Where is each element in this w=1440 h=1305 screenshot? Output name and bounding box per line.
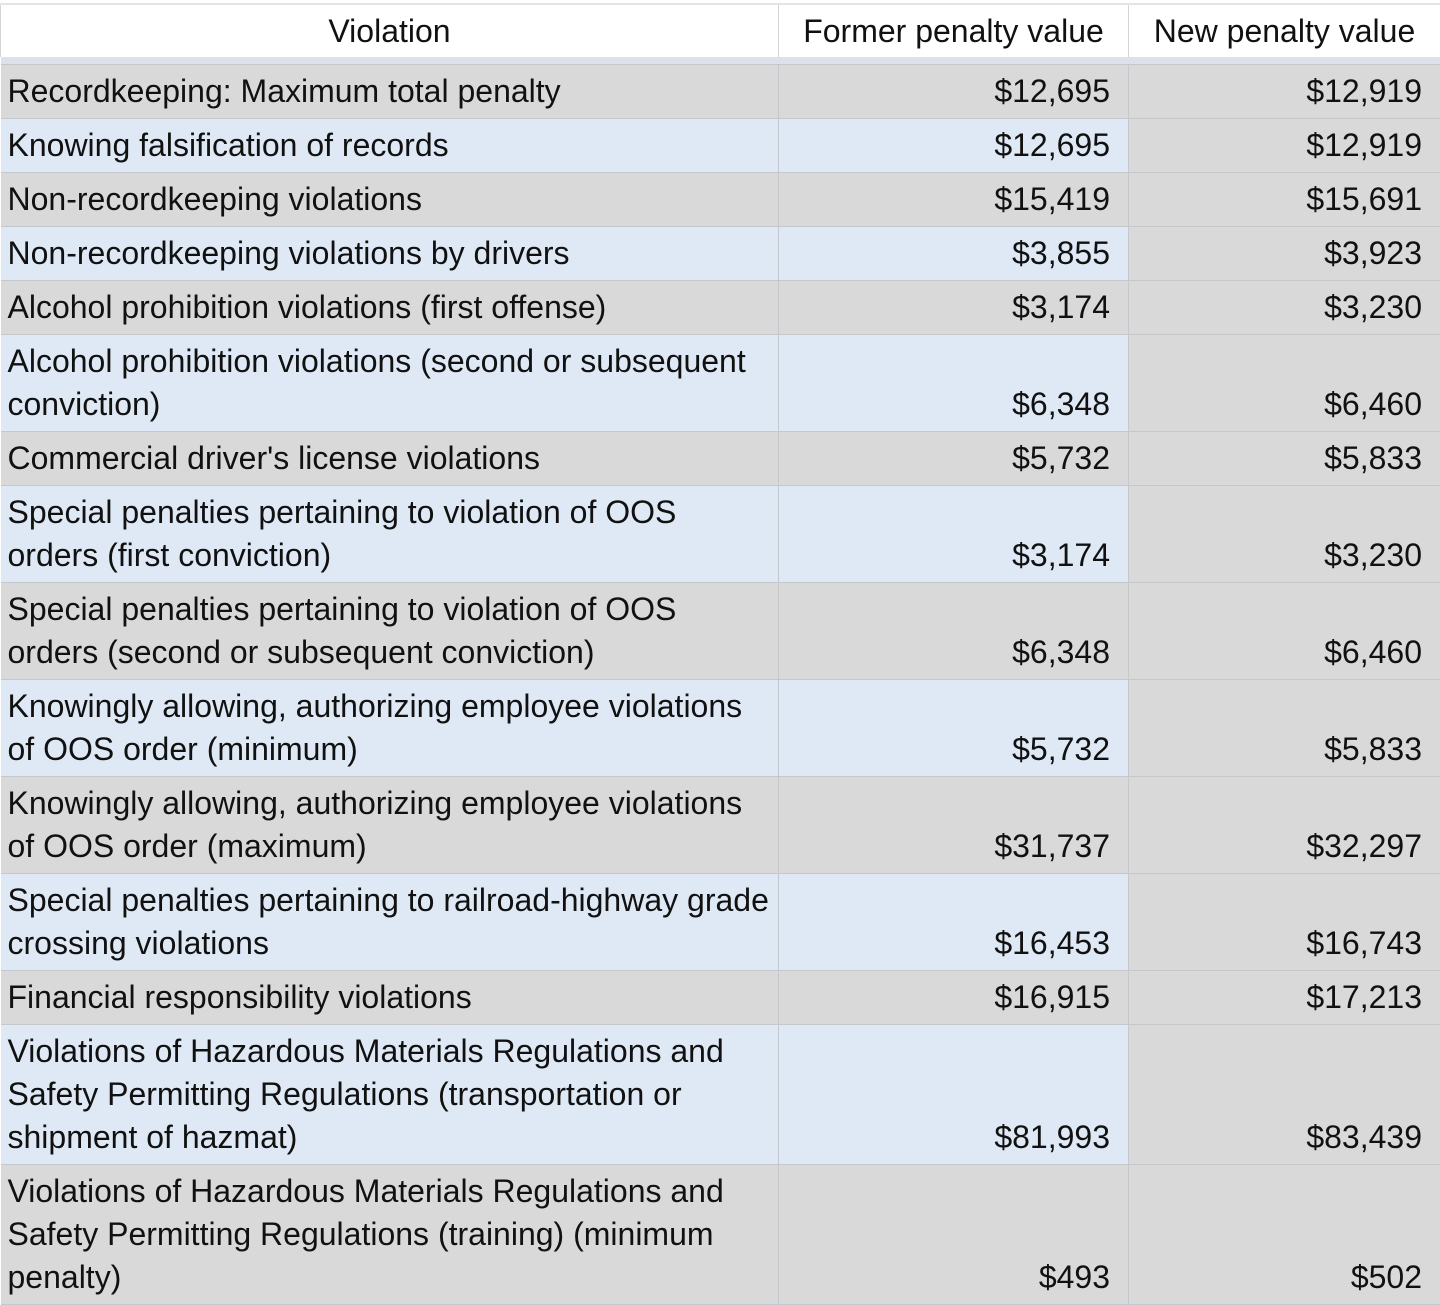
- new-penalty-cell[interactable]: $17,213: [1129, 971, 1440, 1025]
- violation-cell[interactable]: Knowing falsification of records: [1, 119, 779, 173]
- former-penalty-cell[interactable]: $6,348: [779, 335, 1129, 432]
- former-penalty-cell[interactable]: $12,695: [779, 119, 1129, 173]
- violation-cell[interactable]: Knowingly allowing, authorizing employee…: [1, 680, 779, 777]
- table-row: Special penalties pertaining to violatio…: [1, 486, 1440, 583]
- header-former-penalty[interactable]: Former penalty value: [779, 4, 1129, 57]
- new-penalty-cell[interactable]: $83,439: [1129, 1025, 1440, 1165]
- separator-cell: [1, 57, 1440, 65]
- header-row: Violation Former penalty value New penal…: [1, 4, 1440, 57]
- table-row: Non-recordkeeping violations by drivers$…: [1, 227, 1440, 281]
- table-row: Alcohol prohibition violations (second o…: [1, 335, 1440, 432]
- table-row: Financial responsibility violations$16,9…: [1, 971, 1440, 1025]
- violation-cell[interactable]: Violations of Hazardous Materials Regula…: [1, 1025, 779, 1165]
- violation-cell[interactable]: Violations of Hazardous Materials Regula…: [1, 1165, 779, 1305]
- violation-cell[interactable]: Recordkeeping: Maximum total penalty: [1, 65, 779, 119]
- violation-cell[interactable]: Commercial driver's license violations: [1, 432, 779, 486]
- table-row: Knowingly allowing, authorizing employee…: [1, 680, 1440, 777]
- violation-cell[interactable]: Alcohol prohibition violations (first of…: [1, 281, 779, 335]
- violation-cell[interactable]: Non-recordkeeping violations by drivers: [1, 227, 779, 281]
- violation-cell[interactable]: Special penalties pertaining to violatio…: [1, 583, 779, 680]
- table-row: Special penalties pertaining to violatio…: [1, 583, 1440, 680]
- former-penalty-cell[interactable]: $15,419: [779, 173, 1129, 227]
- former-penalty-cell[interactable]: $16,453: [779, 874, 1129, 971]
- violation-cell[interactable]: Special penalties pertaining to violatio…: [1, 486, 779, 583]
- new-penalty-cell[interactable]: $3,230: [1129, 486, 1440, 583]
- table-row: Non-recordkeeping violations$15,419$15,6…: [1, 173, 1440, 227]
- new-penalty-cell[interactable]: $3,230: [1129, 281, 1440, 335]
- former-penalty-cell[interactable]: $81,993: [779, 1025, 1129, 1165]
- new-penalty-cell[interactable]: $12,919: [1129, 119, 1440, 173]
- table-row: Alcohol prohibition violations (first of…: [1, 281, 1440, 335]
- violation-cell[interactable]: Special penalties pertaining to railroad…: [1, 874, 779, 971]
- former-penalty-cell[interactable]: $6,348: [779, 583, 1129, 680]
- violation-cell[interactable]: Alcohol prohibition violations (second o…: [1, 335, 779, 432]
- header-separator: [1, 57, 1440, 65]
- former-penalty-cell[interactable]: $3,174: [779, 486, 1129, 583]
- former-penalty-cell[interactable]: $16,915: [779, 971, 1129, 1025]
- new-penalty-cell[interactable]: $6,460: [1129, 335, 1440, 432]
- new-penalty-cell[interactable]: $12,919: [1129, 65, 1440, 119]
- header-new-penalty[interactable]: New penalty value: [1129, 4, 1440, 57]
- table-row: Knowing falsification of records$12,695$…: [1, 119, 1440, 173]
- new-penalty-cell[interactable]: $32,297: [1129, 777, 1440, 874]
- former-penalty-cell[interactable]: $12,695: [779, 65, 1129, 119]
- violation-cell[interactable]: Knowingly allowing, authorizing employee…: [1, 777, 779, 874]
- new-penalty-cell[interactable]: $5,833: [1129, 680, 1440, 777]
- former-penalty-cell[interactable]: $3,174: [779, 281, 1129, 335]
- table-row: Violations of Hazardous Materials Regula…: [1, 1025, 1440, 1165]
- former-penalty-cell[interactable]: $31,737: [779, 777, 1129, 874]
- former-penalty-cell[interactable]: $5,732: [779, 680, 1129, 777]
- new-penalty-cell[interactable]: $502: [1129, 1165, 1440, 1305]
- penalty-table: Violation Former penalty value New penal…: [0, 3, 1440, 1305]
- table-row: Recordkeeping: Maximum total penalty$12,…: [1, 65, 1440, 119]
- new-penalty-cell[interactable]: $6,460: [1129, 583, 1440, 680]
- violation-cell[interactable]: Non-recordkeeping violations: [1, 173, 779, 227]
- new-penalty-cell[interactable]: $16,743: [1129, 874, 1440, 971]
- header-violation[interactable]: Violation: [1, 4, 779, 57]
- violation-cell[interactable]: Financial responsibility violations: [1, 971, 779, 1025]
- new-penalty-cell[interactable]: $15,691: [1129, 173, 1440, 227]
- table-row: Violations of Hazardous Materials Regula…: [1, 1165, 1440, 1305]
- former-penalty-cell[interactable]: $3,855: [779, 227, 1129, 281]
- table-row: Special penalties pertaining to railroad…: [1, 874, 1440, 971]
- table-row: Knowingly allowing, authorizing employee…: [1, 777, 1440, 874]
- new-penalty-cell[interactable]: $5,833: [1129, 432, 1440, 486]
- new-penalty-cell[interactable]: $3,923: [1129, 227, 1440, 281]
- former-penalty-cell[interactable]: $493: [779, 1165, 1129, 1305]
- former-penalty-cell[interactable]: $5,732: [779, 432, 1129, 486]
- table-row: Commercial driver's license violations$5…: [1, 432, 1440, 486]
